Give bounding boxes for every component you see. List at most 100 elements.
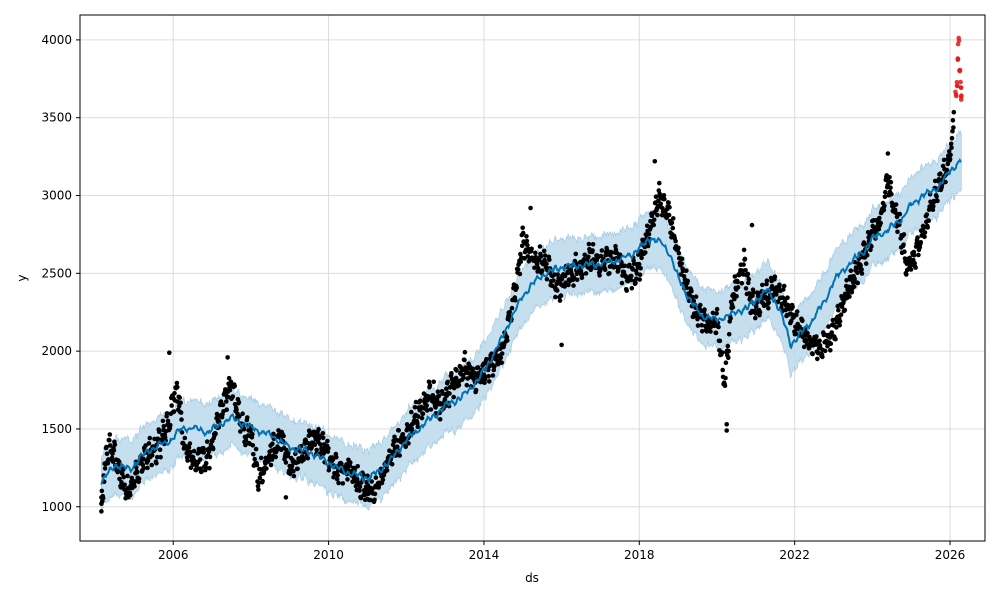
x-tick-label: 2014	[469, 548, 500, 562]
observed-point	[501, 342, 507, 348]
observed-point	[578, 268, 584, 274]
observed-point	[825, 343, 830, 349]
observed-point	[788, 318, 794, 324]
observed-point	[950, 118, 956, 123]
observed-point	[250, 431, 255, 437]
observed-point	[132, 484, 137, 489]
observed-point	[757, 309, 763, 315]
observed-point	[622, 263, 628, 269]
observed-point	[112, 442, 118, 447]
observed-point	[340, 481, 346, 486]
observed-point	[583, 271, 589, 276]
observed-point	[204, 439, 210, 444]
y-tick-label: 2500	[41, 266, 72, 280]
observed-point	[486, 379, 492, 384]
observed-point	[847, 294, 852, 299]
observed-point	[465, 370, 471, 376]
observed-point	[619, 280, 625, 286]
observed-point	[655, 212, 660, 218]
observed-point	[833, 336, 838, 342]
observed-point	[651, 217, 657, 222]
outlier-point	[958, 97, 964, 102]
observed-point	[451, 394, 457, 400]
observed-point	[317, 433, 322, 439]
observed-point	[111, 448, 117, 453]
observed-point	[372, 491, 378, 497]
observed-point	[473, 387, 479, 393]
observed-point	[325, 449, 331, 454]
observed-point	[760, 282, 765, 288]
observed-point	[100, 495, 106, 501]
observed-point	[719, 350, 725, 355]
outlier-point	[953, 92, 959, 97]
observed-point	[699, 322, 704, 328]
observed-point	[117, 476, 122, 482]
observed-point	[307, 429, 313, 435]
observed-point	[169, 403, 174, 408]
observed-point	[666, 200, 671, 206]
observed-point	[766, 300, 772, 305]
observed-point	[725, 343, 731, 349]
observed-point	[690, 294, 695, 300]
observed-point	[908, 267, 914, 272]
y-tick-label: 3500	[41, 111, 72, 125]
observed-point	[116, 459, 122, 465]
observed-point	[710, 310, 716, 316]
observed-point	[887, 175, 892, 180]
observed-point	[629, 286, 635, 291]
observed-point	[814, 334, 819, 339]
observed-point	[336, 480, 341, 486]
observed-point	[291, 468, 296, 474]
observed-point	[609, 250, 614, 255]
observed-point	[949, 135, 955, 141]
observed-point	[743, 286, 749, 291]
observed-point	[651, 222, 656, 228]
observed-point	[723, 375, 728, 381]
observed-point	[938, 171, 943, 176]
observed-point	[427, 382, 433, 388]
observed-point	[753, 304, 759, 309]
observed-point	[785, 295, 790, 301]
observed-point	[881, 207, 887, 213]
observed-point	[743, 268, 748, 273]
observed-point	[164, 411, 170, 416]
observed-point	[245, 415, 250, 420]
observed-point	[724, 428, 729, 433]
observed-point	[643, 250, 648, 255]
observed-point	[684, 285, 690, 291]
observed-point	[926, 218, 931, 223]
observed-point	[742, 256, 748, 262]
observed-point	[917, 245, 923, 250]
observed-point	[532, 265, 537, 271]
observed-point	[850, 280, 856, 285]
observed-point	[822, 348, 828, 354]
observed-point	[196, 449, 202, 455]
observed-point	[669, 220, 675, 226]
observed-point	[889, 191, 894, 197]
observed-point	[676, 250, 682, 256]
observed-point	[893, 202, 899, 207]
observed-point	[147, 435, 153, 441]
observed-point	[417, 398, 423, 404]
observed-point	[604, 248, 610, 253]
observed-point	[943, 179, 948, 185]
observed-point	[544, 261, 549, 267]
observed-point	[735, 285, 741, 290]
observed-point	[475, 365, 481, 370]
outlier-point	[955, 56, 961, 62]
observed-point	[224, 407, 229, 413]
observed-point	[529, 246, 534, 252]
observed-point	[409, 409, 414, 415]
observed-point	[395, 444, 400, 450]
observed-point	[462, 349, 468, 355]
observed-point	[713, 330, 719, 336]
observed-point	[852, 276, 857, 282]
observed-point	[119, 480, 124, 485]
observed-point	[301, 457, 306, 463]
observed-point	[693, 294, 699, 300]
observed-point	[628, 277, 634, 283]
observed-point	[815, 356, 820, 362]
observed-point	[666, 212, 672, 218]
observed-point	[241, 427, 247, 432]
observed-point	[224, 399, 229, 404]
